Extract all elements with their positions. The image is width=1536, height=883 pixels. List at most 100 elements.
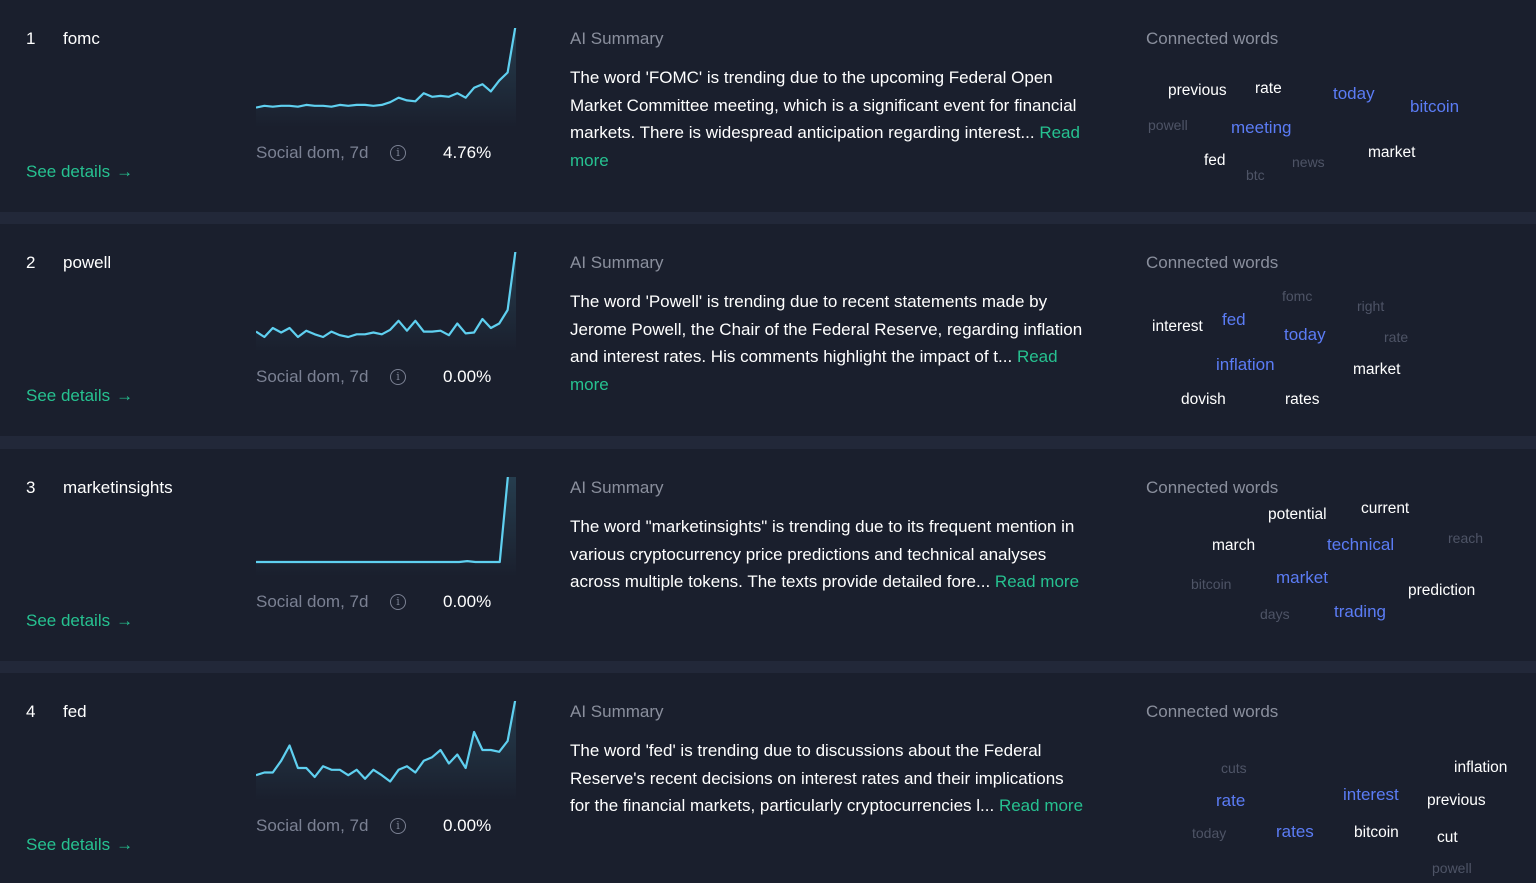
trending-word[interactable]: fomc xyxy=(63,29,100,48)
connected-word[interactable]: fomc xyxy=(1282,288,1313,304)
connected-word[interactable]: market xyxy=(1353,361,1401,378)
trending-word[interactable]: fed xyxy=(63,702,87,721)
connected-word[interactable]: today xyxy=(1192,825,1227,841)
connected-word[interactable]: right xyxy=(1357,298,1385,314)
social-volume-sparkline xyxy=(256,477,516,577)
connected-word[interactable]: rates xyxy=(1276,822,1314,841)
ai-summary-text: The word "marketinsights" is trending du… xyxy=(570,513,1085,596)
connected-word[interactable]: interest xyxy=(1152,318,1203,335)
social-volume-sparkline xyxy=(256,701,517,801)
connected-word[interactable]: trading xyxy=(1334,602,1386,621)
info-circle-icon[interactable]: i xyxy=(390,369,406,385)
read-more-link[interactable]: Read more xyxy=(994,572,1080,591)
connected-words-heading: Connected words xyxy=(1146,29,1279,48)
social-volume-sparkline xyxy=(256,252,517,352)
read-more-link[interactable]: Read more xyxy=(570,123,1080,170)
ai-summary-text: The word 'Powell' is trending due to rec… xyxy=(570,288,1085,398)
connected-word[interactable]: previous xyxy=(1427,792,1486,809)
connected-word[interactable]: market xyxy=(1368,144,1416,161)
sparkline-line xyxy=(256,701,517,783)
social-dominance-value: 0.00% xyxy=(443,367,492,386)
social-dominance-label: Social dom, 7d xyxy=(256,592,369,611)
info-circle-icon[interactable]: i xyxy=(390,818,406,834)
connected-word[interactable]: potential xyxy=(1268,506,1327,523)
ai-summary-heading: AI Summary xyxy=(570,702,664,721)
connected-word[interactable]: fed xyxy=(1222,310,1246,329)
read-more-link[interactable]: Read more xyxy=(570,347,1058,394)
sparkline-area xyxy=(256,701,516,801)
connected-word[interactable]: btc xyxy=(1246,167,1265,183)
see-details-link[interactable]: See details → xyxy=(26,611,133,631)
connected-word[interactable]: powell xyxy=(1148,117,1188,133)
connected-word[interactable]: previous xyxy=(1168,82,1227,99)
connected-word[interactable]: meeting xyxy=(1231,118,1292,137)
connected-word[interactable]: cut xyxy=(1437,829,1458,846)
trend-row: 4 fed See details → Social dom, 7d i 0.00% AI S… xyxy=(0,673,1536,883)
trending-word[interactable]: powell xyxy=(63,253,112,272)
connected-word[interactable]: technical xyxy=(1327,535,1395,554)
arrow-right-icon: → xyxy=(116,162,134,181)
trending-word[interactable]: marketinsights xyxy=(63,478,173,497)
connected-word[interactable]: bitcoin xyxy=(1354,824,1399,841)
info-circle-icon[interactable]: i xyxy=(390,145,406,161)
connected-word[interactable]: market xyxy=(1276,568,1328,587)
connected-word[interactable]: news xyxy=(1292,154,1325,170)
connected-words-cloud: fomc right interest fed today rate inflation ma… xyxy=(1140,288,1530,431)
connected-word[interactable]: cuts xyxy=(1221,760,1247,776)
trend-row: 3 marketinsights See details → Social dom, 7… xyxy=(0,449,1536,661)
rank-number: 3 xyxy=(26,478,36,497)
connected-word[interactable]: inflation xyxy=(1216,355,1275,374)
connected-word[interactable]: dovish xyxy=(1181,391,1226,408)
sparkline-line xyxy=(256,28,517,109)
connected-words-cloud: potential current march technical reach bitco… xyxy=(1140,500,1530,656)
read-more-link[interactable]: Read more xyxy=(998,796,1084,815)
connected-word[interactable]: fed xyxy=(1204,152,1226,169)
trend-row: 1 fomc See details → Social dom, 7d i 4.76% AI … xyxy=(0,0,1536,212)
connected-word[interactable]: rates xyxy=(1285,391,1320,408)
connected-word[interactable]: march xyxy=(1212,537,1256,554)
connected-word[interactable]: rate xyxy=(1255,80,1282,97)
connected-word[interactable]: bitcoin xyxy=(1191,576,1232,592)
arrow-right-icon: → xyxy=(116,386,134,405)
connected-word[interactable]: powell xyxy=(1432,860,1472,876)
sparkline-area xyxy=(256,252,516,352)
connected-word[interactable]: rate xyxy=(1384,329,1409,345)
see-details-link[interactable]: See details → xyxy=(26,835,133,855)
connected-word[interactable]: rate xyxy=(1216,791,1246,810)
summary-body: The word "marketinsights" is trending du… xyxy=(570,517,1075,591)
connected-word[interactable]: days xyxy=(1260,606,1290,622)
summary-body: The word 'fed' is trending due to discus… xyxy=(570,741,1064,815)
connected-words-cloud: previous rate today bitcoin powell meeting fed… xyxy=(1140,72,1530,207)
connected-words-heading: Connected words xyxy=(1146,253,1279,272)
social-dominance-value: 0.00% xyxy=(443,592,492,611)
connected-words-heading: Connected words xyxy=(1146,702,1279,721)
ai-summary-heading: AI Summary xyxy=(570,29,664,48)
rank-number: 4 xyxy=(26,702,36,721)
connected-word[interactable]: reach xyxy=(1448,530,1484,546)
see-details-link[interactable]: See details → xyxy=(26,386,133,406)
info-circle-icon[interactable]: i xyxy=(390,594,406,610)
connected-words-cloud: cuts inflation rate interest previous today ra… xyxy=(1140,745,1530,880)
ai-summary-text: The word 'FOMC' is trending due to the u… xyxy=(570,64,1085,174)
connected-word[interactable]: interest xyxy=(1343,785,1399,804)
connected-word[interactable]: today xyxy=(1333,84,1375,103)
ai-summary-heading: AI Summary xyxy=(570,478,664,497)
ai-summary-heading: AI Summary xyxy=(570,253,664,272)
trend-row: 2 powell See details → Social dom, 7d i 0.00% A… xyxy=(0,224,1536,436)
summary-body: The word 'FOMC' is trending due to the u… xyxy=(570,68,1077,142)
see-details-label: See details xyxy=(26,162,111,181)
connected-word[interactable]: today xyxy=(1284,325,1326,344)
sparkline-line xyxy=(256,252,517,339)
see-details-label: See details xyxy=(26,386,111,405)
see-details-label: See details xyxy=(26,611,111,630)
connected-word[interactable]: prediction xyxy=(1408,582,1476,599)
connected-word[interactable]: inflation xyxy=(1454,759,1508,776)
connected-words-heading: Connected words xyxy=(1146,478,1279,497)
connected-word[interactable]: bitcoin xyxy=(1410,97,1460,116)
social-dominance-label: Social dom, 7d xyxy=(256,143,369,162)
ai-summary-text: The word 'fed' is trending due to discus… xyxy=(570,737,1085,820)
connected-word[interactable]: current xyxy=(1361,500,1410,517)
summary-body: The word 'Powell' is trending due to rec… xyxy=(570,292,1083,366)
see-details-link[interactable]: See details → xyxy=(26,162,133,182)
